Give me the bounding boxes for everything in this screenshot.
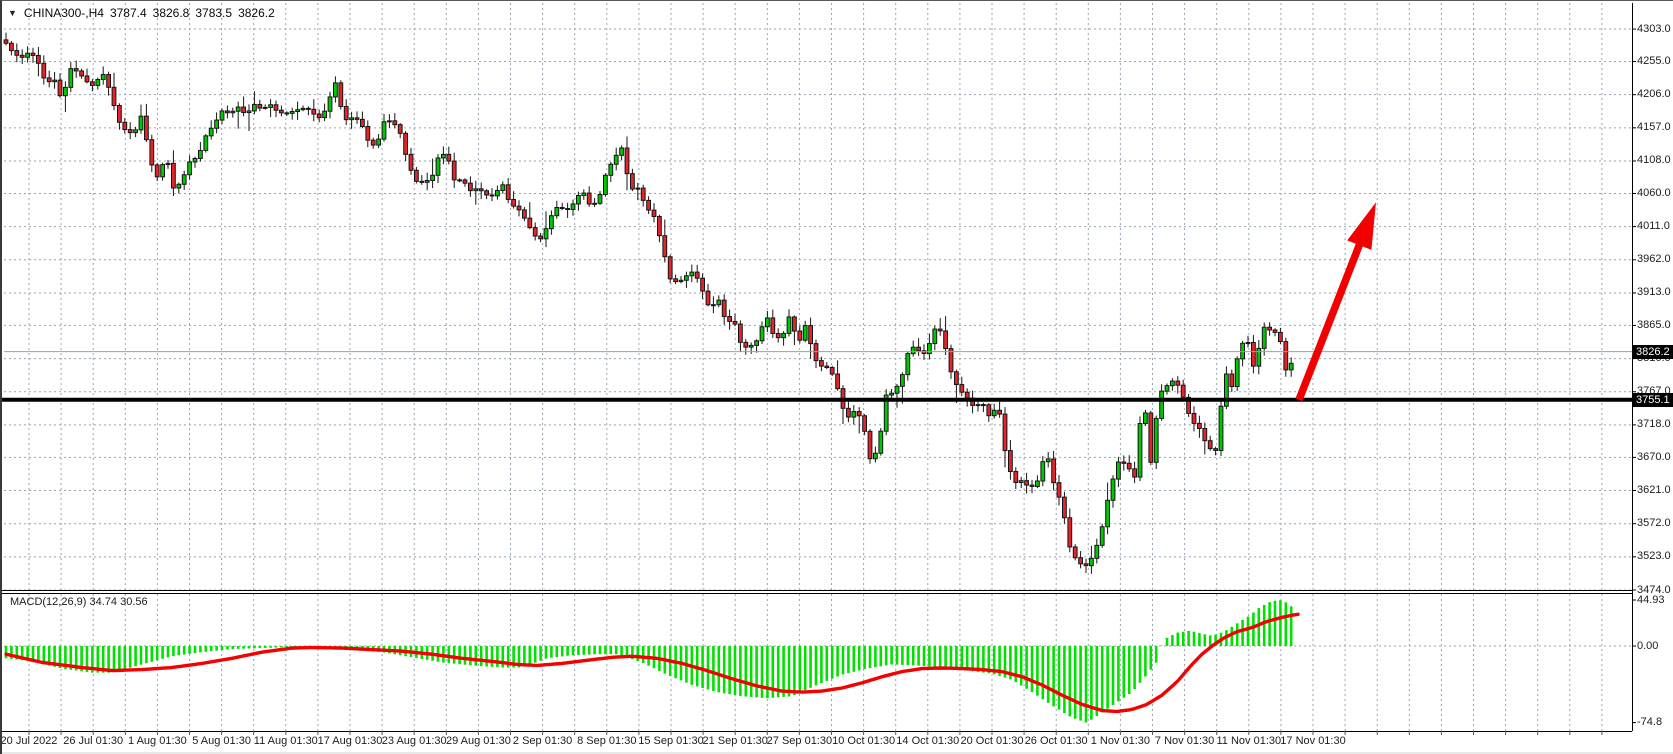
time-axis-label: 26 Jul 01:30 — [63, 735, 124, 747]
time-axis-label: 26 Oct 01:30 — [1024, 735, 1088, 747]
price-axis-label: 3962.0 — [1637, 253, 1673, 267]
time-axis-label: 17 Nov 01:30 — [1280, 735, 1346, 747]
time-axis-label: 15 Sep 01:30 — [638, 735, 704, 747]
macd-signal-line — [4, 612, 1300, 714]
time-axis-label: 27 Sep 01:30 — [766, 735, 833, 747]
quote-high-value: 3826.8 — [152, 6, 190, 20]
hline-price-tag[interactable]: 3755.1 — [1633, 392, 1673, 407]
time-axis-label: 8 Sep 01:30 — [577, 735, 637, 747]
window-bottom-edge — [2, 752, 1673, 754]
panel-borders — [2, 3, 1636, 735]
time-axis-label: 17 Aug 01:30 — [317, 735, 383, 747]
symbol-period-label: CHINA300-,H4 — [23, 6, 104, 20]
time-axis-label: 7 Nov 01:30 — [1154, 735, 1215, 747]
time-axis-label: 11 Nov 01:30 — [1216, 735, 1282, 747]
time-axis-label: 23 Aug 01:30 — [381, 735, 447, 747]
price-axis-label: 3523.0 — [1637, 550, 1673, 564]
macd-axis-label: 0.00 — [1637, 639, 1673, 653]
macd-indicator-label: MACD(12,26,9) 34.74 30.56 — [10, 596, 148, 608]
price-axis-label: 4303.0 — [1637, 22, 1673, 36]
time-axis-label: 29 Aug 01:30 — [445, 735, 511, 747]
price-axis-label: 3865.0 — [1637, 318, 1673, 332]
price-axis-label: 3913.0 — [1637, 286, 1673, 300]
macd-axis-label: 44.93 — [1637, 593, 1673, 607]
macd-histogram-layer — [4, 600, 1293, 723]
time-axis-label: 1 Nov 01:30 — [1090, 735, 1151, 747]
macd-signal-value: 30.56 — [120, 596, 148, 608]
price-axis-label: 3474.0 — [1637, 583, 1673, 597]
quote-bar: ▼ CHINA300-,H4 3787.4 3826.8 3783.5 3826… — [8, 6, 281, 20]
price-axis-label: 3670.0 — [1637, 450, 1673, 464]
price-axis-label: 4011.0 — [1637, 220, 1673, 234]
quote-open-value: 3787.4 — [109, 6, 147, 20]
macd-label-name: MACD(12,26,9) — [10, 596, 87, 608]
time-axis-label: 14 Oct 01:30 — [896, 735, 960, 747]
price-axis-label: 4157.0 — [1637, 121, 1673, 135]
time-axis-label: 5 Aug 01:30 — [192, 735, 251, 747]
candles-layer — [3, 39, 1294, 567]
price-axis-label: 4060.0 — [1637, 186, 1673, 200]
macd-axis-label: -74.8 — [1637, 716, 1673, 730]
time-axis-label: 10 Oct 01:30 — [832, 735, 896, 747]
price-axis-label: 3621.0 — [1637, 484, 1673, 498]
symbol-dropdown-icon[interactable]: ▼ — [8, 8, 17, 18]
price-axis-label: 3572.0 — [1637, 517, 1673, 531]
price-axis-label: 4108.0 — [1637, 154, 1673, 168]
bid-price-tag: 3826.2 — [1633, 344, 1673, 359]
time-axis-label: 1 Aug 01:30 — [128, 735, 187, 747]
time-axis-label: 11 Aug 01:30 — [253, 735, 318, 747]
candle-wicks-layer — [5, 32, 1292, 574]
price-axis-label: 3718.0 — [1637, 418, 1673, 432]
time-axis-label: 20 Jul 2022 — [0, 735, 58, 747]
macd-main-value: 34.74 — [89, 596, 118, 608]
price-axis-label: 4255.0 — [1637, 55, 1673, 69]
price-axis-label: 4206.0 — [1637, 88, 1673, 102]
quote-low-value: 3783.5 — [195, 6, 233, 20]
time-axis-label: 20 Oct 01:30 — [960, 735, 1024, 747]
time-axis-label: 2 Sep 01:30 — [512, 735, 573, 747]
trend-arrow[interactable] — [1295, 202, 1376, 402]
quote-close-value: 3826.2 — [238, 6, 275, 20]
time-axis-label: 21 Sep 01:30 — [702, 735, 768, 747]
